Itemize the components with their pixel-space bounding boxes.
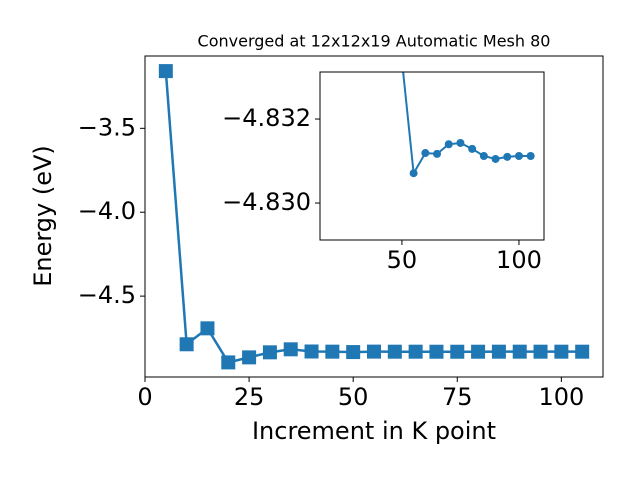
data-point: [346, 345, 361, 360]
plot-series: [402, 72, 535, 178]
y-tick-label: −4.832: [222, 104, 311, 132]
plot-series: [158, 64, 590, 370]
data-point: [514, 152, 523, 160]
data-point: [491, 154, 500, 163]
data-point: [554, 344, 569, 359]
data-point: [575, 344, 590, 359]
data-point: [429, 344, 444, 359]
x-tick-label: 50: [338, 383, 369, 411]
data-point: [503, 152, 512, 161]
y-axis-label: Energy (eV): [29, 145, 57, 287]
x-tick-label: 100: [538, 383, 584, 411]
data-point: [242, 350, 257, 365]
data-point: [408, 344, 423, 359]
data-point: [421, 149, 430, 158]
data-point: [179, 337, 194, 352]
y-tick-label: −4.5: [78, 281, 136, 309]
data-point: [325, 344, 340, 359]
y-tick-label: −4.0: [78, 197, 136, 225]
data-point: [158, 64, 173, 79]
data-point: [409, 169, 418, 178]
axes-frame: [144, 55, 604, 378]
x-tick-label: 25: [234, 383, 265, 411]
x-tick-label: 75: [442, 383, 473, 411]
data-point: [533, 344, 548, 359]
x-axis-label: Increment in K point: [252, 417, 496, 445]
data-point: [512, 344, 527, 359]
data-point: [200, 321, 215, 336]
data-point: [221, 355, 236, 370]
data-point: [283, 342, 298, 357]
data-point: [387, 344, 402, 359]
data-point: [526, 152, 535, 160]
data-point: [304, 344, 319, 359]
data-point: [262, 345, 277, 360]
data-point: [450, 344, 465, 359]
x-tick-label: 50: [387, 246, 418, 274]
x-tick-label: 0: [137, 383, 152, 411]
axes-frame: [319, 71, 545, 241]
data-point: [491, 344, 506, 359]
y-tick-label: −3.5: [78, 113, 136, 141]
data-point: [444, 140, 453, 149]
y-tick-label: −4.830: [222, 188, 311, 216]
data-point: [456, 138, 465, 147]
data-point: [471, 344, 486, 359]
data-point: [479, 152, 488, 160]
chart-title: Converged at 12x12x19 Automatic Mesh 80: [198, 32, 551, 51]
x-tick-label: 100: [496, 246, 542, 274]
data-point: [367, 344, 381, 359]
data-point: [433, 149, 442, 158]
data-point: [468, 144, 477, 153]
